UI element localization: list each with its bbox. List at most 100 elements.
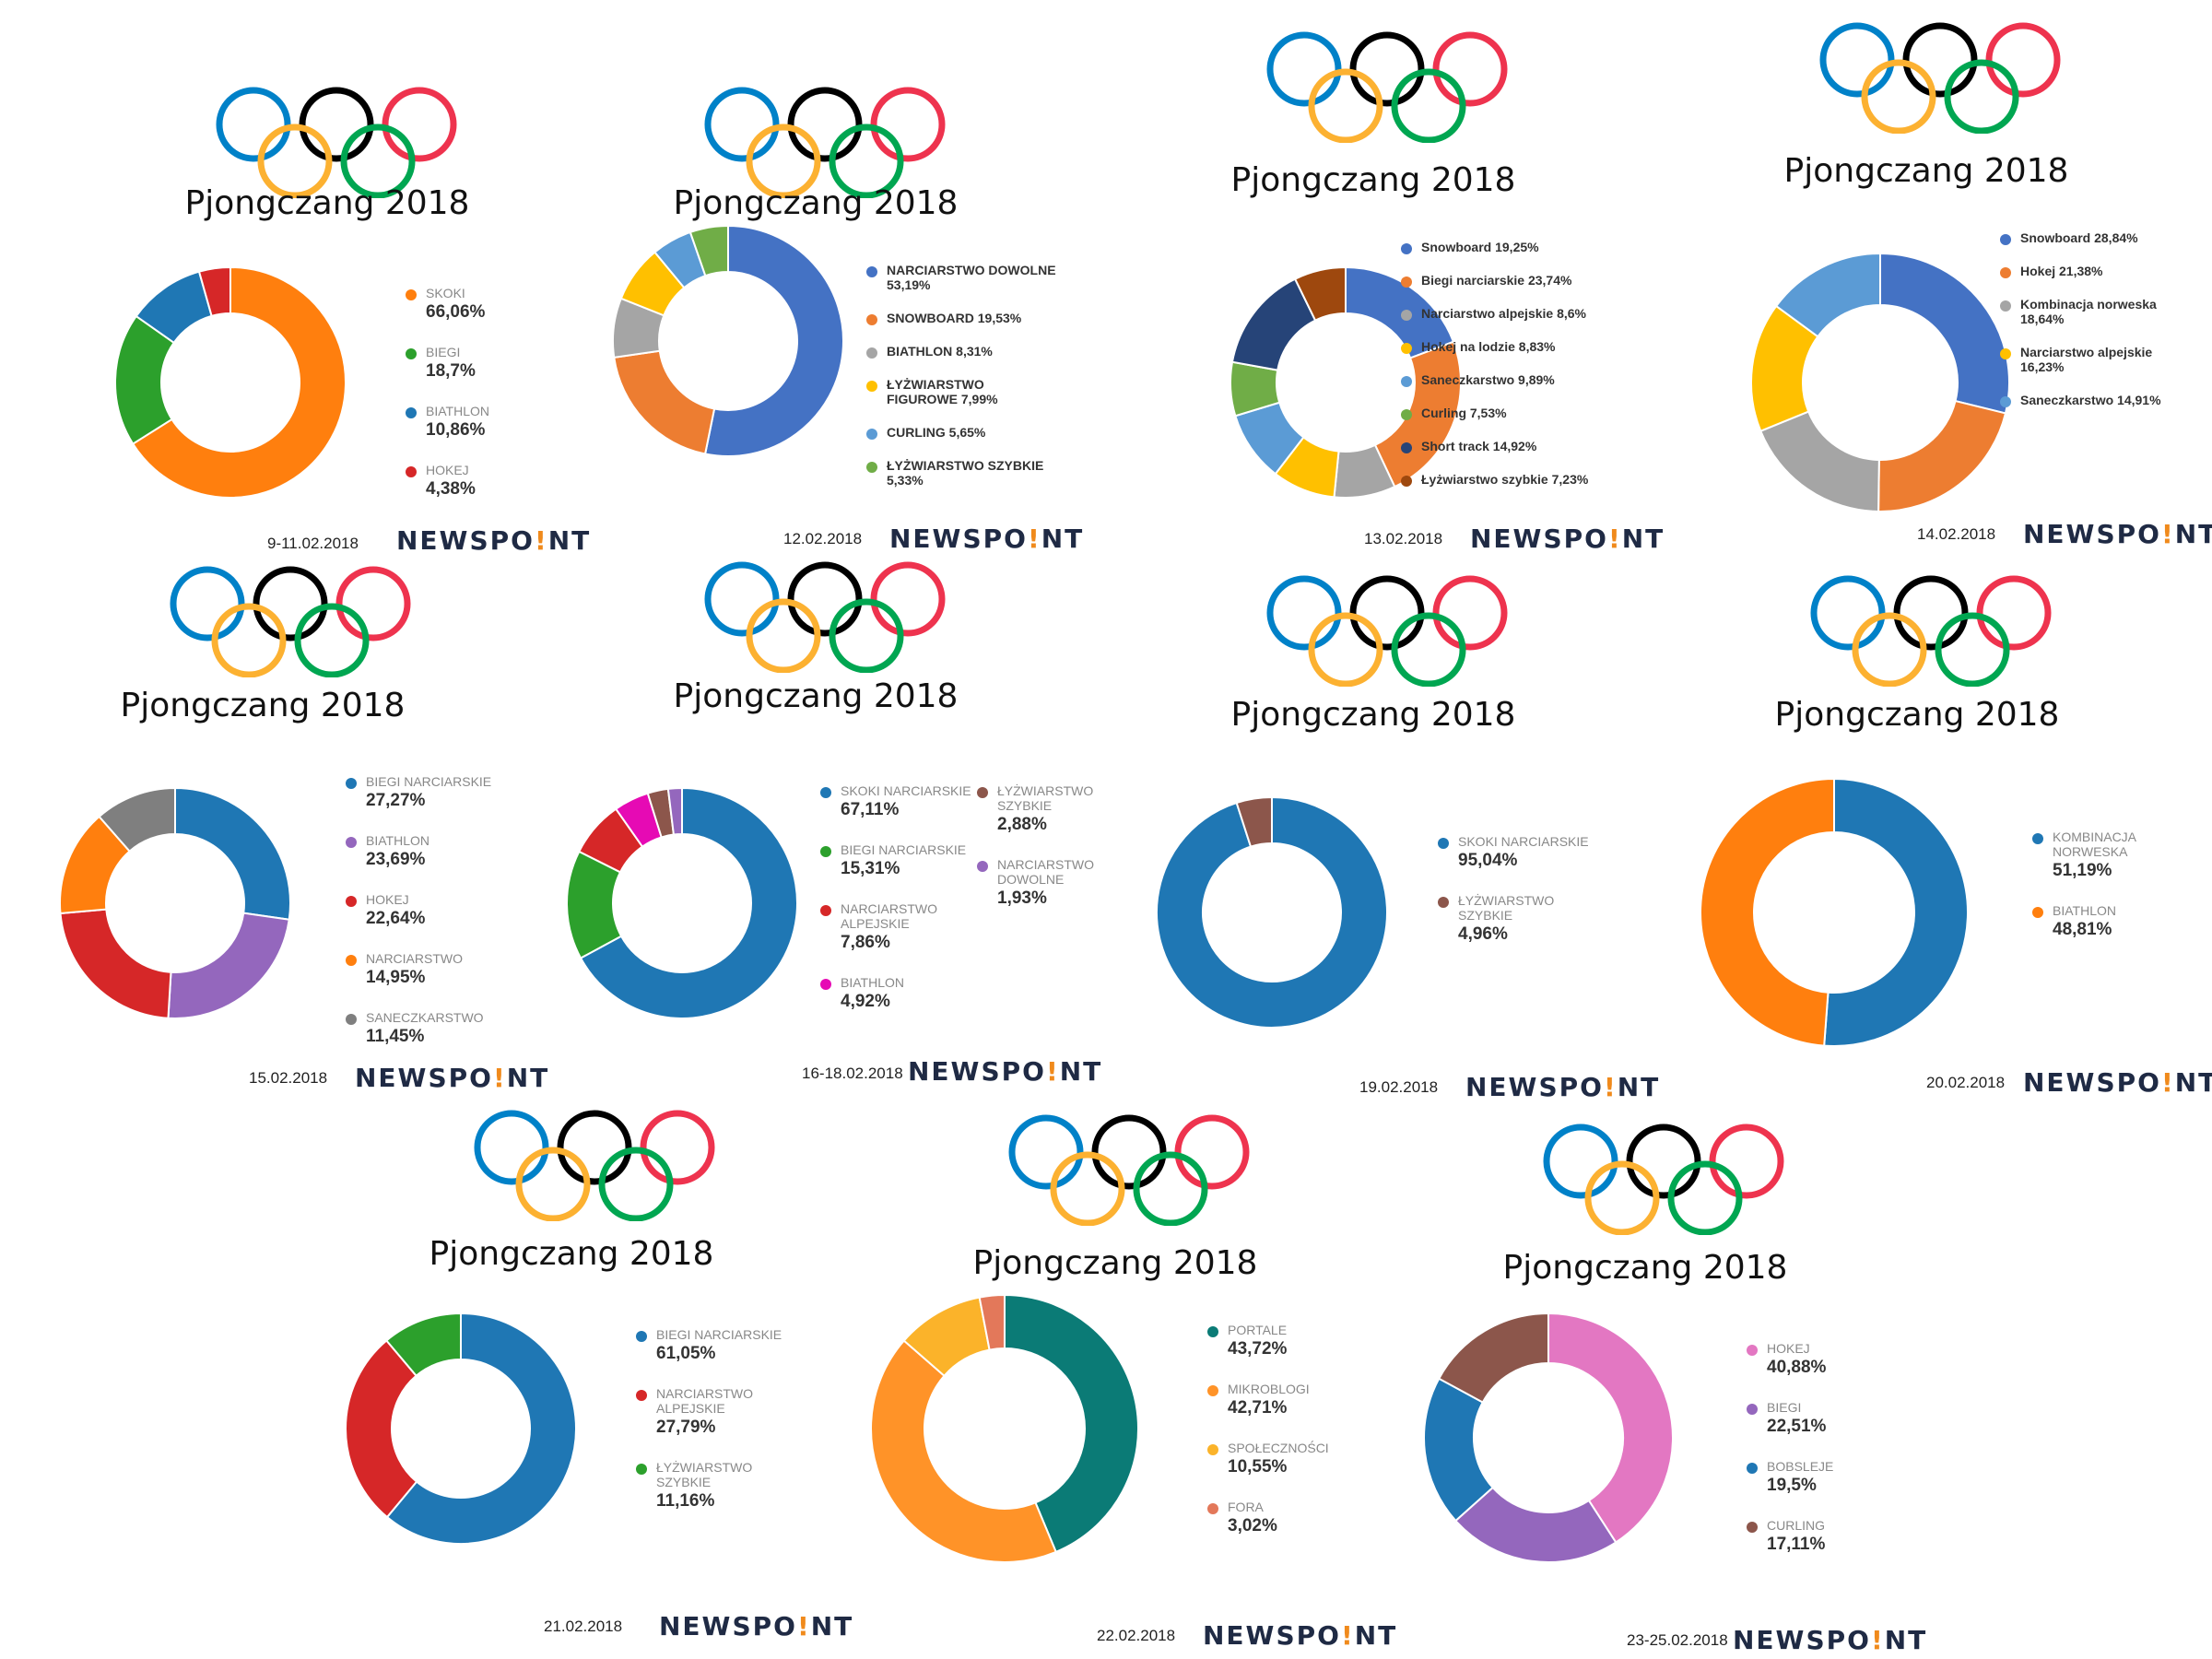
legend-swatch [406, 466, 417, 477]
olympic-ring [1902, 22, 1978, 98]
olympic-ring [340, 124, 416, 198]
legend-label: BIATHLON [2053, 903, 2116, 918]
legend-label: BIEGI NARCIARSKIE [366, 774, 492, 789]
legend-label: NARCIARSTWO DOWOLNE [997, 857, 1094, 887]
donut-slice [1547, 1312, 1674, 1544]
legend-label: BIEGI [1767, 1400, 1802, 1415]
olympic-ring [746, 124, 821, 198]
legend-swatch [820, 979, 831, 990]
donut-slice [174, 786, 291, 921]
legend-label: Snowboard 28,84% [2020, 230, 2138, 245]
olympic-ring [1308, 612, 1383, 687]
legend-swatch [2000, 300, 2011, 312]
legend-label: KOMBINACJA NORWESKA [2053, 830, 2137, 859]
olympic-ring [299, 87, 374, 162]
donut-slice [666, 786, 683, 836]
legend-swatch [1207, 1444, 1218, 1455]
legend-label: ŁYŻWIARSTWO FIGUROWE 7,99% [887, 377, 998, 406]
panel-title: Pjongczang 2018 [1502, 1249, 1788, 1287]
olympic-ring [787, 87, 863, 162]
chart-date: 23-25.02.2018 [1627, 1631, 1728, 1649]
legend-swatch [1438, 897, 1449, 908]
legend-label: NARCIARSTWO DOWOLNE 53,19% [887, 263, 1056, 292]
olympic-ring [1432, 31, 1508, 107]
legend-label: SKOKI [426, 286, 465, 300]
legend-label: MIKROBLOGI [1228, 1382, 1310, 1396]
donut-chart [1750, 252, 2010, 513]
newspoint-logo: NEWSPO!NT [1203, 1620, 1398, 1651]
legend-label: FORA [1228, 1500, 1264, 1514]
legend-value: 66,06% [426, 302, 486, 322]
legend-label: Saneczkarstwo 14,91% [2020, 393, 2161, 407]
newspoint-logo: NEWSPO!NT [2023, 1067, 2212, 1098]
legend-swatch [406, 348, 417, 359]
olympic-ring [870, 87, 946, 162]
legend-label: ŁYŻWIARSTWO SZYBKIE [1458, 893, 1555, 923]
legend-value: 7,86% [841, 933, 890, 952]
legend-label: BIEGI NARCIARSKIE [656, 1327, 782, 1342]
olympic-ring [216, 87, 291, 162]
olympic-ring [829, 598, 904, 673]
legend-swatch [820, 905, 831, 916]
legend-value: 2,88% [997, 815, 1047, 834]
legend-value: 42,71% [1228, 1398, 1288, 1418]
legend-swatch [2032, 833, 2043, 844]
olympic-rings-icon [1266, 575, 1508, 687]
legend-swatch [1207, 1385, 1218, 1396]
legend-label: BIATHLON [426, 404, 489, 418]
legend-label: SPOŁECZNOŚCI [1228, 1441, 1329, 1455]
legend-label: PORTALE [1228, 1323, 1288, 1337]
legend-label: Short track 14,92% [1421, 439, 1537, 453]
legend-label: Łyżwiarstwo szybkie 7,23% [1421, 472, 1589, 487]
legend-swatch [820, 787, 831, 798]
legend-swatch [2000, 396, 2011, 407]
legend-value: 4,92% [841, 992, 890, 1011]
chart-date: 19.02.2018 [1359, 1078, 1439, 1096]
olympic-ring [1091, 1114, 1167, 1190]
olympic-ring [598, 1147, 674, 1221]
legend-swatch [1747, 1463, 1758, 1474]
olympic-rings-icon [1810, 575, 2052, 687]
legend-label: CURLING 5,65% [887, 425, 986, 440]
chart-date: 21.02.2018 [544, 1618, 623, 1635]
olympic-ring [1626, 1124, 1701, 1199]
chart-panel: Pjongczang 2018 Snowboard 28,84% Hokej 21,… [1750, 9, 2212, 562]
panel-title: Pjongczang 2018 [673, 677, 959, 715]
chart-date: 14.02.2018 [1917, 525, 1996, 543]
legend-swatch [1401, 442, 1412, 453]
legend-label: NARCIARSTWO ALPEJSKIE [656, 1386, 753, 1416]
chart-panel: Pjongczang 2018 PORTALE 43,72% MIKROBLOGI 42… [866, 1088, 1419, 1651]
olympic-rings-icon [1266, 31, 1508, 143]
donut-chart [1423, 1312, 1674, 1563]
legend-label: CURLING [1767, 1518, 1826, 1533]
donut-slice [1293, 265, 1347, 322]
legend-value: 10,55% [1228, 1457, 1288, 1477]
chart-date: 13.02.2018 [1364, 530, 1443, 547]
chart-panel: Pjongczang 2018 HOKEJ 40,88% BIEGI 22,51% BOB… [1419, 1088, 1972, 1655]
olympic-ring [1391, 68, 1466, 143]
donut-slice [59, 908, 172, 1019]
legend-label: SKOKI NARCIARSKIE [841, 783, 971, 798]
olympic-ring [557, 1110, 632, 1185]
legend-swatch [346, 1014, 357, 1025]
legend-label: Curling 7,53% [1421, 406, 1507, 420]
legend-value: 61,05% [656, 1344, 716, 1363]
legend-value: 22,64% [366, 909, 426, 928]
olympic-ring [640, 1110, 715, 1185]
olympic-rings-icon [704, 87, 946, 198]
donut-slice [197, 265, 231, 318]
legend-label: Saneczkarstwo 9,89% [1421, 372, 1555, 387]
donut-chart [612, 224, 844, 457]
panel-title: Pjongczang 2018 [972, 1244, 1258, 1282]
donut-slice [1877, 399, 2007, 512]
donut-chart [870, 1293, 1139, 1563]
legend-value: 51,19% [2053, 861, 2112, 880]
olympic-ring [1584, 1160, 1660, 1235]
olympic-ring [1266, 31, 1342, 107]
legend-label: Hokej 21,38% [2020, 264, 2103, 278]
newspoint-logo: NEWSPO!NT [1465, 1072, 1661, 1102]
legend-label: Snowboard 19,25% [1421, 240, 1539, 254]
legend-swatch [346, 778, 357, 789]
donut-chart [1699, 777, 1969, 1047]
legend-swatch [866, 462, 877, 473]
